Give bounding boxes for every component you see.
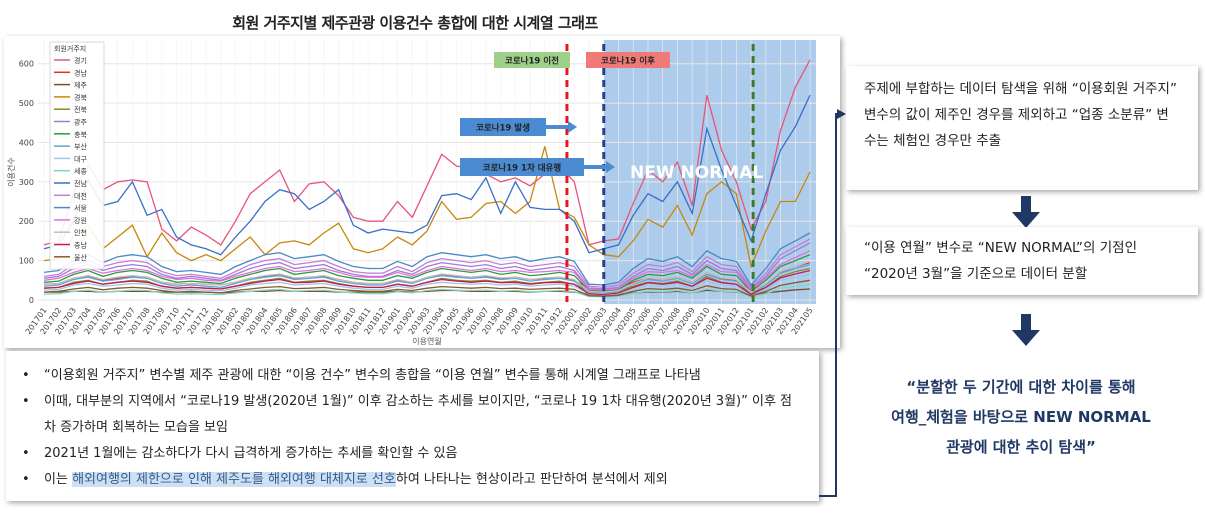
line-chart: 0100200300400500600201701201702201703201… xyxy=(6,40,816,346)
outbreak-callout-arrowhead xyxy=(568,121,577,133)
legend-label: 강원 xyxy=(74,216,87,225)
outbreak-callout-box xyxy=(460,118,546,136)
after-tag-box xyxy=(586,52,670,68)
legend-label: 대전 xyxy=(74,191,87,200)
series-line xyxy=(43,232,811,287)
bullet-item: 2021년 1월에는 감소하다가 다시 급격하게 증가하는 추세를 확인할 수 … xyxy=(6,441,819,467)
bullet-item: “이용회원 거주지” 변수별 제주 관광에 대한 “이용 건수” 변수의 총합을… xyxy=(6,363,819,389)
before-tag-label: 코로나19 이전 xyxy=(505,56,559,67)
legend-label: 울산 xyxy=(74,253,87,262)
highlight-text: 해외여행의 제한으로 인해 제주도를 해외여행 대체지로 선호 xyxy=(72,472,396,487)
series-line xyxy=(43,279,811,297)
series-line xyxy=(43,283,811,298)
arrow-down-icon xyxy=(1012,196,1040,228)
series-line xyxy=(43,94,811,256)
legend-label: 충남 xyxy=(74,241,87,250)
y-axis-label: 이용건수 xyxy=(6,157,16,186)
info-box-split: “이용 연월” 변수로 “NEW NORMAL”의 기점인 “2020년 3월”… xyxy=(846,227,1198,295)
y-tick-label: 100 xyxy=(19,257,34,266)
y-tick-label: 200 xyxy=(19,217,34,226)
chart-panel: 0 100 200 300 400 500 600 201701 201702 201703 201… xyxy=(4,36,840,348)
after-tag-label: 코로나19 이후 xyxy=(601,56,655,67)
bullet-item: 이는 해외여행의 제한으로 인해 제주도를 해외여행 대체지로 선호하여 나타나… xyxy=(6,467,819,493)
legend-label: 제주 xyxy=(74,82,87,90)
x-axis-label: 이용연월 xyxy=(412,336,441,346)
legend-label: 경남 xyxy=(74,68,87,77)
outbreak-callout-label: 코로나19 발생 xyxy=(476,123,530,134)
legend-label: 서울 xyxy=(74,204,87,213)
series-line xyxy=(43,263,811,294)
legend-label: 전북 xyxy=(74,105,87,114)
legend-label: 광주 xyxy=(74,119,87,127)
series-line xyxy=(43,250,811,291)
series-line xyxy=(43,273,811,296)
legend-title: 회원거주지 xyxy=(54,44,86,53)
legend-label: 부산 xyxy=(74,142,87,151)
bullet-item: 이때, 대부분의 지역에서 “코로나19 발생(2020년 1월)” 이후 감소… xyxy=(6,389,819,441)
y-tick-label: 500 xyxy=(19,99,34,108)
conclusion-text: “분할한 두 기간에 대한 차이를 통해 여행_체험을 바탕으로 NEW NOR… xyxy=(891,378,1151,456)
y-tick-label: 600 xyxy=(19,60,34,69)
info-box-extract: 주제에 부합하는 데이터 탐색을 위해 “이용회원 거주지” 변수의 값이 제주… xyxy=(846,66,1198,190)
series-line xyxy=(43,260,811,293)
y-tick-label: 300 xyxy=(19,178,34,187)
series-line xyxy=(43,59,811,246)
new-normal-label: NEW NORMAL xyxy=(630,163,763,183)
summary-bullets: “이용회원 거주지” 변수별 제주 관광에 대한 “이용 건수” 변수의 총합을… xyxy=(6,351,819,501)
legend-label: 경북 xyxy=(74,93,87,102)
series-line xyxy=(43,242,811,290)
legend-label: 인천 xyxy=(74,228,87,237)
pandemic-callout-box xyxy=(460,158,584,176)
series-line xyxy=(43,254,811,292)
before-tag-box xyxy=(494,52,570,68)
series-line xyxy=(43,238,811,289)
y-tick-label: 0 xyxy=(29,296,34,305)
legend-box xyxy=(49,41,105,270)
arrow-down-icon xyxy=(1012,314,1040,346)
page-title: 회원 거주지별 제주관광 이용건수 총합에 대한 시계열 그래프 xyxy=(232,14,598,32)
pandemic-callout-arrowhead xyxy=(606,161,615,173)
pandemic-callout-label: 코로나19 1차 대유행 xyxy=(483,163,562,174)
legend-label: 대구 xyxy=(74,155,87,163)
legend-label: 전남 xyxy=(74,179,87,188)
series-line xyxy=(43,146,811,269)
legend-label: 충북 xyxy=(74,130,87,139)
series-line xyxy=(43,269,811,296)
legend-label: 경기 xyxy=(74,56,87,65)
y-tick-label: 400 xyxy=(19,138,34,147)
legend-label: 세종 xyxy=(74,167,87,176)
